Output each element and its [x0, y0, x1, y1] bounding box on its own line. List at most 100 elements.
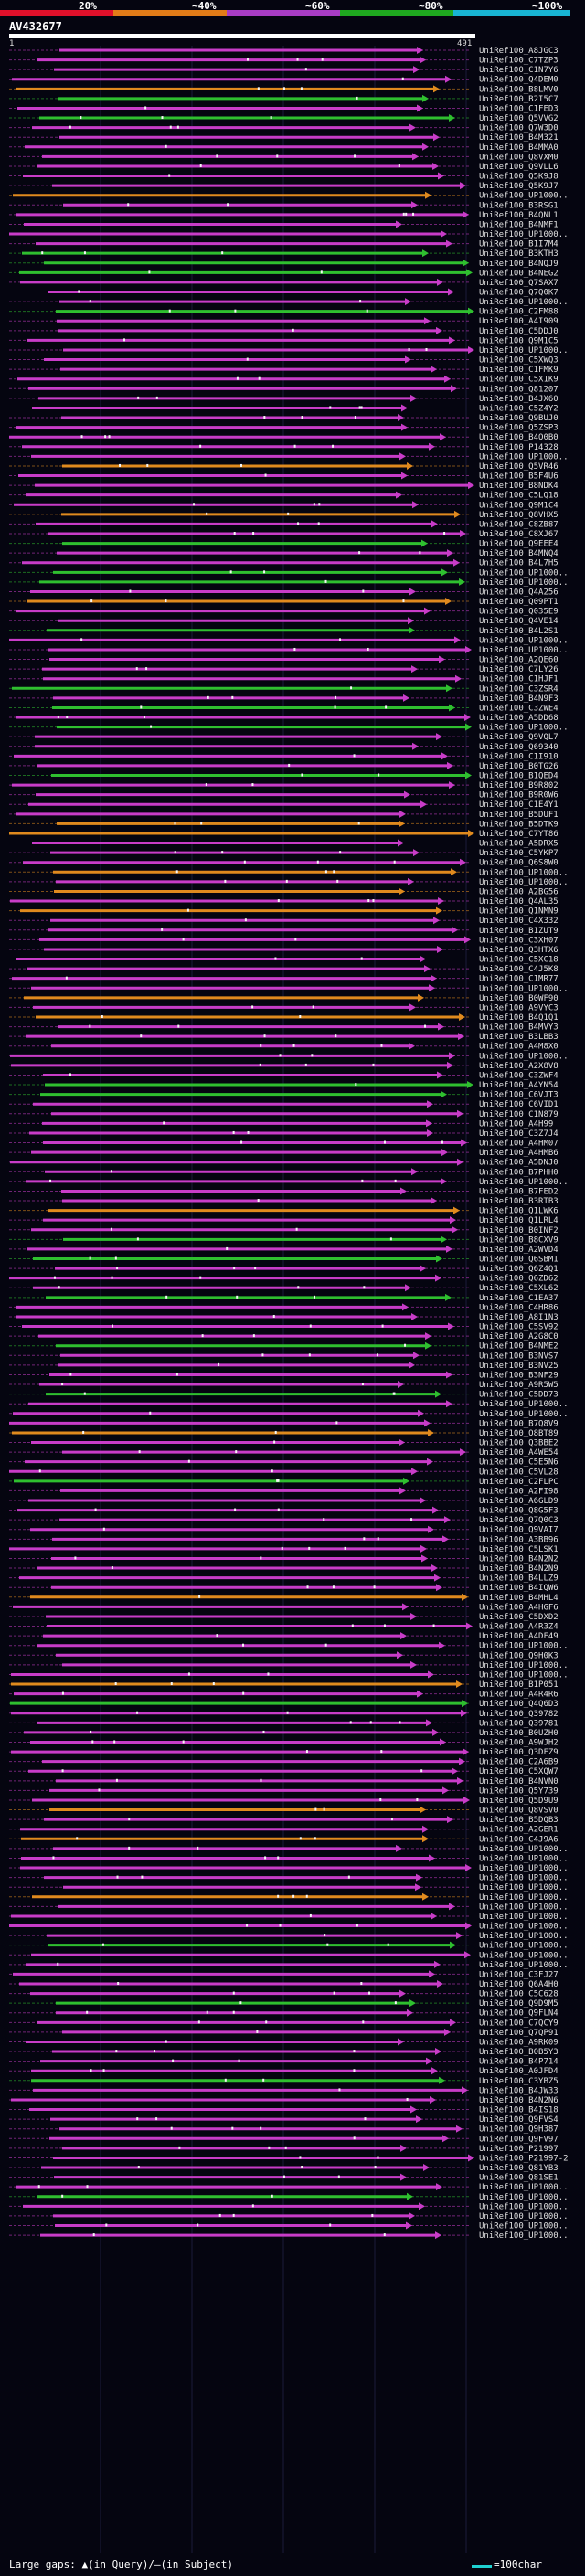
hit-label[interactable]: UniRef100_Q09PT1: [479, 598, 558, 607]
hit-label[interactable]: UniRef100_B1ZUT9: [479, 927, 558, 936]
hit-label[interactable]: UniRef100_Q39781: [479, 1719, 558, 1728]
hit-label[interactable]: UniRef100_B7PHH0: [479, 1168, 558, 1177]
hit-row[interactable]: UniRef100_B5DQB3: [9, 1816, 558, 1825]
hit-label[interactable]: UniRef100_B4Q1Q1: [479, 1013, 558, 1023]
hit-label[interactable]: UniRef100_C8ZB87: [479, 520, 558, 529]
hit-row[interactable]: UniRef100_C5SV92: [9, 1322, 558, 1332]
hit-label[interactable]: UniRef100_B8LMV0: [479, 85, 558, 94]
hit-label[interactable]: UniRef100_B0TG26: [479, 762, 558, 771]
hit-row[interactable]: UniRef100_C3YBZ5: [9, 2076, 558, 2086]
hit-label[interactable]: UniRef100_B5DTK9: [479, 820, 558, 829]
hit-label[interactable]: UniRef100_UP1000..: [479, 298, 569, 307]
hit-row[interactable]: UniRef100_UP1000..: [9, 1932, 569, 1941]
hit-label[interactable]: UniRef100_Q7W3D0: [479, 124, 558, 133]
hit-label[interactable]: UniRef100_UP1000..: [479, 578, 569, 588]
hit-row[interactable]: UniRef100_A4DF49: [9, 1632, 558, 1641]
hit-row[interactable]: UniRef100_Q9FLN4: [9, 2009, 558, 2019]
hit-label[interactable]: UniRef100_Q69340: [479, 743, 558, 752]
hit-row[interactable]: UniRef100_A2WVD4: [9, 1245, 558, 1255]
hit-label[interactable]: UniRef100_B3NF29: [479, 1371, 558, 1380]
hit-label[interactable]: UniRef100_B3LBB3: [479, 1033, 558, 1042]
hit-label[interactable]: UniRef100_C5XL62: [479, 1284, 558, 1293]
hit-row[interactable]: UniRef100_UP1000..: [9, 1912, 569, 1922]
hit-row[interactable]: UniRef100_C1HJF1: [9, 674, 558, 684]
hit-row[interactable]: UniRef100_C5Z4Y2: [9, 404, 558, 413]
hit-row[interactable]: UniRef100_C2FM88: [9, 307, 558, 317]
hit-label[interactable]: UniRef100_UP1000..: [479, 346, 569, 355]
hit-row[interactable]: UniRef100_C3FJ27: [9, 1970, 558, 1979]
hit-label[interactable]: UniRef100_C5E5N6: [479, 1458, 558, 1468]
hit-label[interactable]: UniRef100_C7QCY9: [479, 2019, 558, 2028]
hit-row[interactable]: UniRef100_B4MHL4: [9, 1593, 558, 1603]
hit-label[interactable]: UniRef100_Q39782: [479, 1710, 558, 1719]
hit-label[interactable]: UniRef100_B4NMF1: [479, 220, 558, 229]
hit-label[interactable]: UniRef100_Q9VAI7: [479, 1526, 558, 1535]
hit-label[interactable]: UniRef100_Q9FLN4: [479, 2009, 558, 2019]
hit-label[interactable]: UniRef100_UP1000..: [479, 1400, 569, 1409]
hit-label[interactable]: UniRef100_B0INF2: [479, 1226, 558, 1235]
hit-label[interactable]: UniRef100_UP1000..: [479, 452, 569, 461]
hit-row[interactable]: UniRef100_UP1000..: [9, 578, 569, 588]
hit-row[interactable]: UniRef100_C7QCY9: [9, 2019, 558, 2028]
hit-label[interactable]: UniRef100_UP1000..: [479, 2193, 569, 2202]
hit-label[interactable]: UniRef100_C7TZP3: [479, 57, 558, 66]
hit-row[interactable]: UniRef100_C3ZSR4: [9, 684, 558, 694]
hit-row[interactable]: UniRef100_UP1000..: [9, 1177, 569, 1187]
hit-row[interactable]: UniRef100_Q7Q0C3: [9, 1516, 558, 1525]
hit-label[interactable]: UniRef100_C1N879: [479, 1110, 558, 1119]
hit-row[interactable]: UniRef100_UP1000..: [9, 1670, 569, 1680]
hit-row[interactable]: UniRef100_Q1NMN9: [9, 906, 558, 917]
hit-label[interactable]: UniRef100_C1N7Y6: [479, 66, 558, 75]
hit-row[interactable]: UniRef100_Q39782: [9, 1709, 558, 1719]
hit-label[interactable]: UniRef100_Q8VXM0: [479, 153, 558, 162]
hit-row[interactable]: UniRef100_Q8VHX5: [9, 510, 558, 520]
hit-row[interactable]: UniRef100_UP1000..: [9, 191, 569, 201]
hit-label[interactable]: UniRef100_C3Z7J4: [479, 1129, 558, 1139]
hit-label[interactable]: UniRef100_A4HM07: [479, 1140, 558, 1149]
hit-label[interactable]: UniRef100_C4J5K8: [479, 965, 558, 974]
hit-label[interactable]: UniRef100_UP1000..: [479, 1845, 569, 1854]
hit-row[interactable]: UniRef100_UP1000..: [9, 1844, 569, 1854]
hit-label[interactable]: UniRef100_UP1000..: [479, 2202, 569, 2211]
hit-row[interactable]: UniRef100_A5DD68: [9, 714, 558, 723]
hit-label[interactable]: UniRef100_B8CXV9: [479, 1235, 558, 1245]
hit-row[interactable]: UniRef100_B0INF2: [9, 1225, 558, 1235]
hit-row[interactable]: UniRef100_Q9H387: [9, 2125, 558, 2135]
hit-label[interactable]: UniRef100_Q5K9J7: [479, 182, 558, 191]
hit-row[interactable]: UniRef100_B4N2N6: [9, 2095, 558, 2105]
hit-row[interactable]: UniRef100_C5DD73: [9, 1390, 558, 1400]
hit-label[interactable]: UniRef100_B4P714: [479, 2058, 558, 2067]
hit-label[interactable]: UniRef100_B3RTB3: [479, 1197, 558, 1206]
hit-row[interactable]: UniRef100_UP1000..: [9, 2183, 569, 2192]
hit-row[interactable]: UniRef100_Q5D9U9: [9, 1796, 558, 1806]
hit-row[interactable]: UniRef100_Q3HTX6: [9, 945, 558, 955]
hit-label[interactable]: UniRef100_C3YBZ5: [479, 2077, 558, 2086]
hit-label[interactable]: UniRef100_Q5VVG2: [479, 114, 558, 123]
hit-row[interactable]: UniRef100_C1N7Y6: [9, 66, 558, 75]
hit-row[interactable]: UniRef100_A4WE54: [9, 1448, 558, 1458]
hit-row[interactable]: UniRef100_B3KTH3: [9, 249, 558, 259]
hit-row[interactable]: UniRef100_Q9D9M5: [9, 1999, 558, 2009]
hit-row[interactable]: UniRef100_Q5K9J8: [9, 172, 558, 182]
hit-row[interactable]: UniRef100_C1EA37: [9, 1293, 558, 1303]
hit-label[interactable]: UniRef100_Q81SE1: [479, 2174, 558, 2183]
hit-row[interactable]: UniRef100_B1P051: [9, 1680, 558, 1690]
hit-row[interactable]: UniRef100_A9R5W5: [9, 1381, 558, 1390]
hit-row[interactable]: UniRef100_B8NDK4: [9, 482, 558, 491]
hit-row[interactable]: UniRef100_Q5Y739: [9, 1786, 558, 1796]
hit-label[interactable]: UniRef100_C1E4Y1: [479, 800, 558, 810]
hit-label[interactable]: UniRef100_Q6S8W0: [479, 859, 558, 868]
hit-row[interactable]: UniRef100_UP1000..: [9, 984, 569, 993]
hit-label[interactable]: UniRef100_C4HR86: [479, 1303, 558, 1312]
hit-label[interactable]: UniRef100_A4R4R6: [479, 1691, 558, 1700]
hit-row[interactable]: UniRef100_B4Q1Q1: [9, 1013, 558, 1023]
hit-label[interactable]: UniRef100_UP1000..: [479, 192, 569, 201]
hit-row[interactable]: UniRef100_Q9VAI7: [9, 1525, 558, 1535]
hit-label[interactable]: UniRef100_B4N9F3: [479, 694, 558, 704]
hit-row[interactable]: UniRef100_B8LMV0: [9, 85, 558, 94]
hit-row[interactable]: UniRef100_Q6SBM1: [9, 1255, 558, 1265]
hit-row[interactable]: UniRef100_Q9BUJ0: [9, 414, 558, 423]
hit-row[interactable]: UniRef100_C5LSK1: [9, 1544, 558, 1554]
hit-row[interactable]: UniRef100_B3NVS7: [9, 1352, 558, 1361]
hit-row[interactable]: UniRef100_UP1000..: [9, 1864, 569, 1873]
